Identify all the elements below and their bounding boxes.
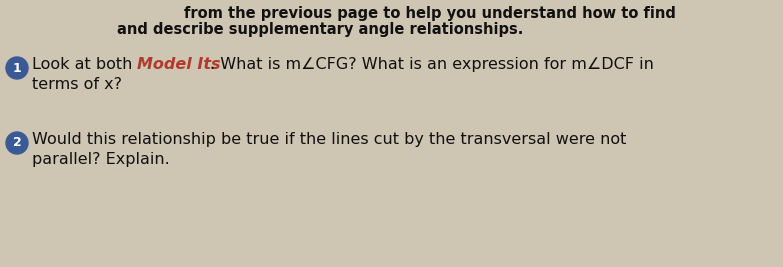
Text: terms of x?: terms of x? bbox=[32, 77, 122, 92]
Text: Would this relationship be true if the lines cut by the transversal were not: Would this relationship be true if the l… bbox=[32, 132, 626, 147]
Text: 2: 2 bbox=[13, 136, 21, 150]
Text: and describe supplementary angle relationships.: and describe supplementary angle relatio… bbox=[117, 22, 523, 37]
Circle shape bbox=[6, 132, 28, 154]
Text: Model Its: Model Its bbox=[137, 57, 221, 72]
Text: from the previous page to help you understand how to find: from the previous page to help you under… bbox=[184, 6, 676, 21]
Text: Look at both: Look at both bbox=[32, 57, 138, 72]
Text: parallel? Explain.: parallel? Explain. bbox=[32, 152, 170, 167]
Text: 1: 1 bbox=[13, 61, 21, 74]
Text: . What is m∠CFG? What is an expression for m∠DCF in: . What is m∠CFG? What is an expression f… bbox=[210, 57, 654, 72]
Circle shape bbox=[6, 57, 28, 79]
